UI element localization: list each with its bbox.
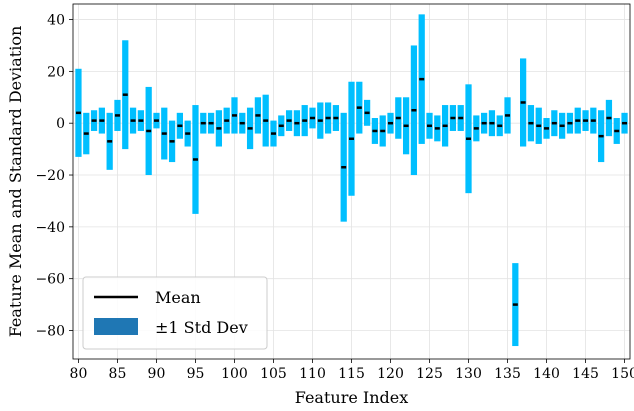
y-tick-label: −40 xyxy=(35,220,65,236)
x-tick-label: 115 xyxy=(338,366,365,382)
y-axis-ticks: −80 −60 −40 −20 0 20 40 xyxy=(35,13,73,339)
x-tick-label: 135 xyxy=(494,366,521,382)
y-tick-label: −80 xyxy=(35,323,65,339)
x-axis-label: Feature Index xyxy=(295,388,409,407)
y-tick-label: 40 xyxy=(47,13,65,29)
x-tick-label: 85 xyxy=(109,366,127,382)
y-tick-label: 20 xyxy=(47,64,65,80)
y-tick-label: −20 xyxy=(35,168,65,184)
mean-markers xyxy=(75,77,628,306)
legend-std-swatch xyxy=(94,318,138,335)
y-tick-label: 0 xyxy=(56,116,65,132)
x-tick-label: 130 xyxy=(455,366,482,382)
x-axis-ticks: 80 85 90 95 100 105 110 115 120 125 130 135 140 145 15… xyxy=(70,359,634,382)
x-tick-label: 90 xyxy=(148,366,166,382)
x-tick-label: 140 xyxy=(533,366,560,382)
x-tick-label: 110 xyxy=(299,366,326,382)
legend: Mean ±1 Std Dev xyxy=(82,276,268,350)
x-tick-label: 120 xyxy=(377,366,404,382)
x-tick-label: 150 xyxy=(611,366,634,382)
x-tick-label: 100 xyxy=(221,366,248,382)
y-tick-label: −60 xyxy=(35,272,65,288)
legend-std-label: ±1 Std Dev xyxy=(155,318,248,337)
x-tick-label: 145 xyxy=(572,366,599,382)
x-tick-label: 80 xyxy=(70,366,88,382)
x-tick-label: 105 xyxy=(260,366,287,382)
y-axis-label: Feature Mean and Standard Deviation xyxy=(6,26,25,338)
x-tick-label: 125 xyxy=(416,366,443,382)
legend-mean-label: Mean xyxy=(155,288,201,307)
x-tick-label: 95 xyxy=(187,366,205,382)
